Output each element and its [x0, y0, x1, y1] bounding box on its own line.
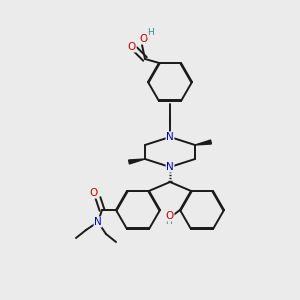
- Text: O: O: [90, 188, 98, 198]
- Text: O: O: [128, 42, 136, 52]
- Polygon shape: [129, 159, 145, 164]
- Text: N: N: [94, 217, 102, 227]
- Text: O: O: [166, 211, 174, 221]
- Text: H: H: [166, 217, 172, 226]
- Text: O: O: [140, 34, 148, 44]
- Polygon shape: [195, 140, 211, 145]
- Text: N: N: [166, 132, 174, 142]
- Text: H: H: [148, 28, 154, 38]
- Text: N: N: [166, 162, 174, 172]
